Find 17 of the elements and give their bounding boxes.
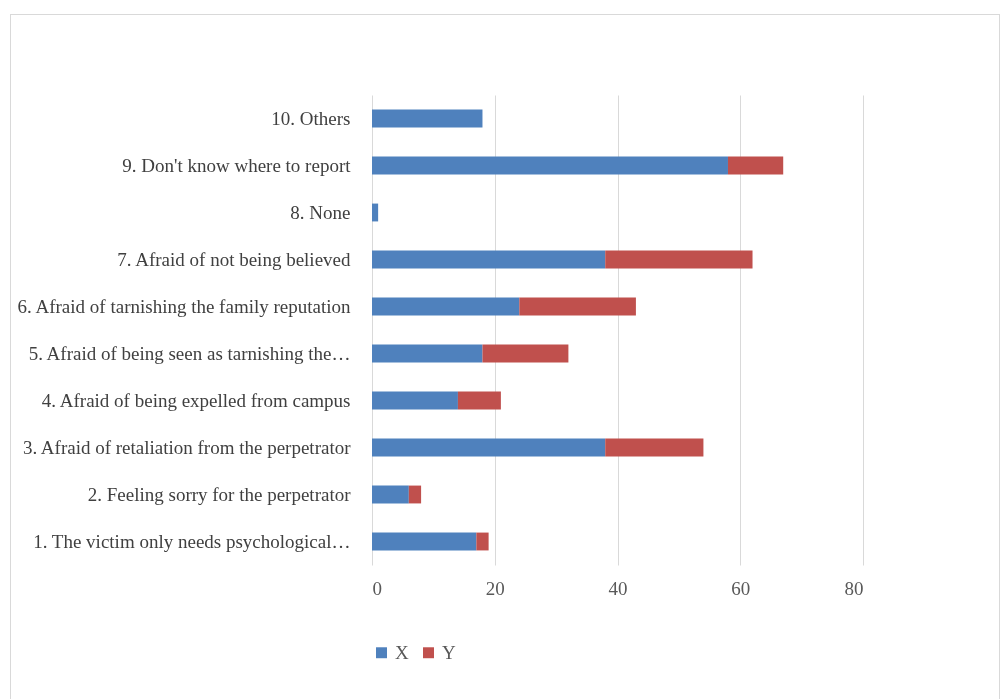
- y-tick-label: 1. The victim only needs psychological…: [33, 530, 351, 552]
- x-tick-label: 40: [608, 577, 628, 599]
- x-tick-label: 60: [731, 577, 751, 599]
- y-tick-label: 5. Afraid of being seen as tarnishing the…: [28, 342, 351, 364]
- y-tick-label: 7. Afraid of not being believed: [117, 248, 351, 270]
- legend-label: X: [395, 641, 409, 663]
- y-tick-label: 10. Others: [271, 107, 351, 129]
- y-tick-label: 4. Afraid of being expelled from campus: [41, 389, 351, 411]
- x-tick-label: 20: [485, 577, 505, 599]
- y-tick-label: 9. Don't know where to report: [122, 154, 352, 176]
- x-tick-label: 80: [844, 577, 864, 599]
- y-tick-label: 2. Feeling sorry for the perpetrator: [87, 483, 352, 505]
- y-tick-label: 8. None: [290, 201, 351, 223]
- y-tick-label: 6. Afraid of tarnishing the family reputation: [17, 295, 351, 317]
- legend-label: Y: [442, 641, 456, 663]
- y-tick-label: 3. Afraid of retaliation from the perpetrator: [22, 436, 352, 458]
- x-tick-label: 0: [372, 577, 382, 599]
